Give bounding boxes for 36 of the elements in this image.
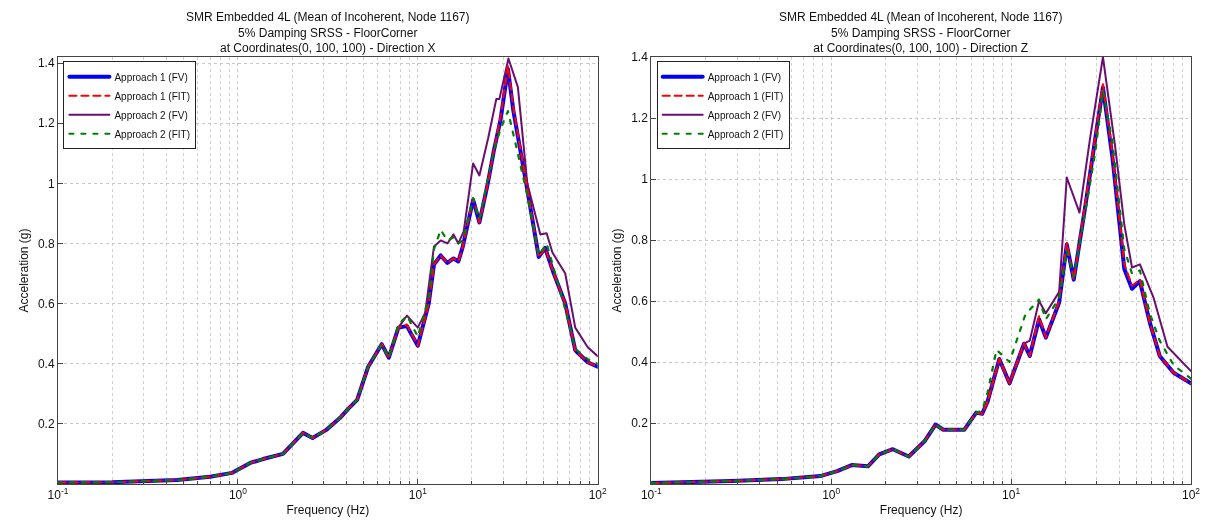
y-tick-label: 1.2 <box>37 116 55 131</box>
x-tick-label: 10$^{0}$ <box>822 486 841 503</box>
legend-label: Approach 1 (FIT) <box>114 90 190 102</box>
y-tick-label: 1.4 <box>37 56 55 71</box>
x-tick-label: 10$^{2}$ <box>588 486 608 503</box>
y-tick-label: 0.8 <box>37 236 55 251</box>
y-tick-label: 0.4 <box>631 355 649 370</box>
y-axis-title: Acceleration (g) <box>17 228 32 313</box>
y-tick-label: 0.8 <box>631 233 649 248</box>
x-axis-title: Frequency (Hz) <box>286 503 370 518</box>
legend-label: Approach 2 (FV) <box>707 109 782 121</box>
y-axis-title: Acceleration (g) <box>610 228 625 313</box>
legend-label: Approach 2 (FIT) <box>707 128 784 140</box>
y-tick-label: 1.4 <box>631 50 649 65</box>
legend-label: Approach 2 (FIT) <box>114 128 190 140</box>
y-tick-label: 1 <box>47 176 55 191</box>
legend-label: Approach 1 (FIT) <box>707 90 784 102</box>
chart-title: SMR Embedded 4L (Mean of Incoherent, Node 1167) 5% Damping SRSS - FloorCorner at Coordinates(0, 100, 100) - Direction Z <box>779 10 1063 56</box>
y-tick-label: 0.6 <box>631 294 649 309</box>
y-tick-label: 1 <box>641 172 649 187</box>
chart-title: SMR Embedded 4L (Mean of Incoherent, Node 1167) 5% Damping SRSS - FloorCorner at Coordinates(0, 100, 100) - Direction X <box>186 10 470 56</box>
y-tick-label: 0.6 <box>37 296 55 311</box>
x-tick-label: 10$^{-1}$ <box>47 486 69 503</box>
y-tick-label: 0.2 <box>631 416 649 431</box>
x-tick-label: 10$^{1}$ <box>1002 486 1021 503</box>
legend-label: Approach 1 (FV) <box>707 71 782 83</box>
x-axis-title: Frequency (Hz) <box>879 503 963 518</box>
y-tick-label: 0.4 <box>37 356 55 371</box>
x-tick-label: 10$^{2}$ <box>1181 486 1201 503</box>
y-tick-label: 1.2 <box>631 111 649 126</box>
x-tick-label: 10$^{0}$ <box>228 486 248 503</box>
legend-label: Approach 2 (FV) <box>114 109 188 121</box>
x-tick-label: 10$^{-1}$ <box>640 486 663 503</box>
y-tick-label: 0.2 <box>37 417 55 432</box>
legend-label: Approach 1 (FV) <box>114 71 188 83</box>
x-tick-label: 10$^{1}$ <box>408 486 428 503</box>
